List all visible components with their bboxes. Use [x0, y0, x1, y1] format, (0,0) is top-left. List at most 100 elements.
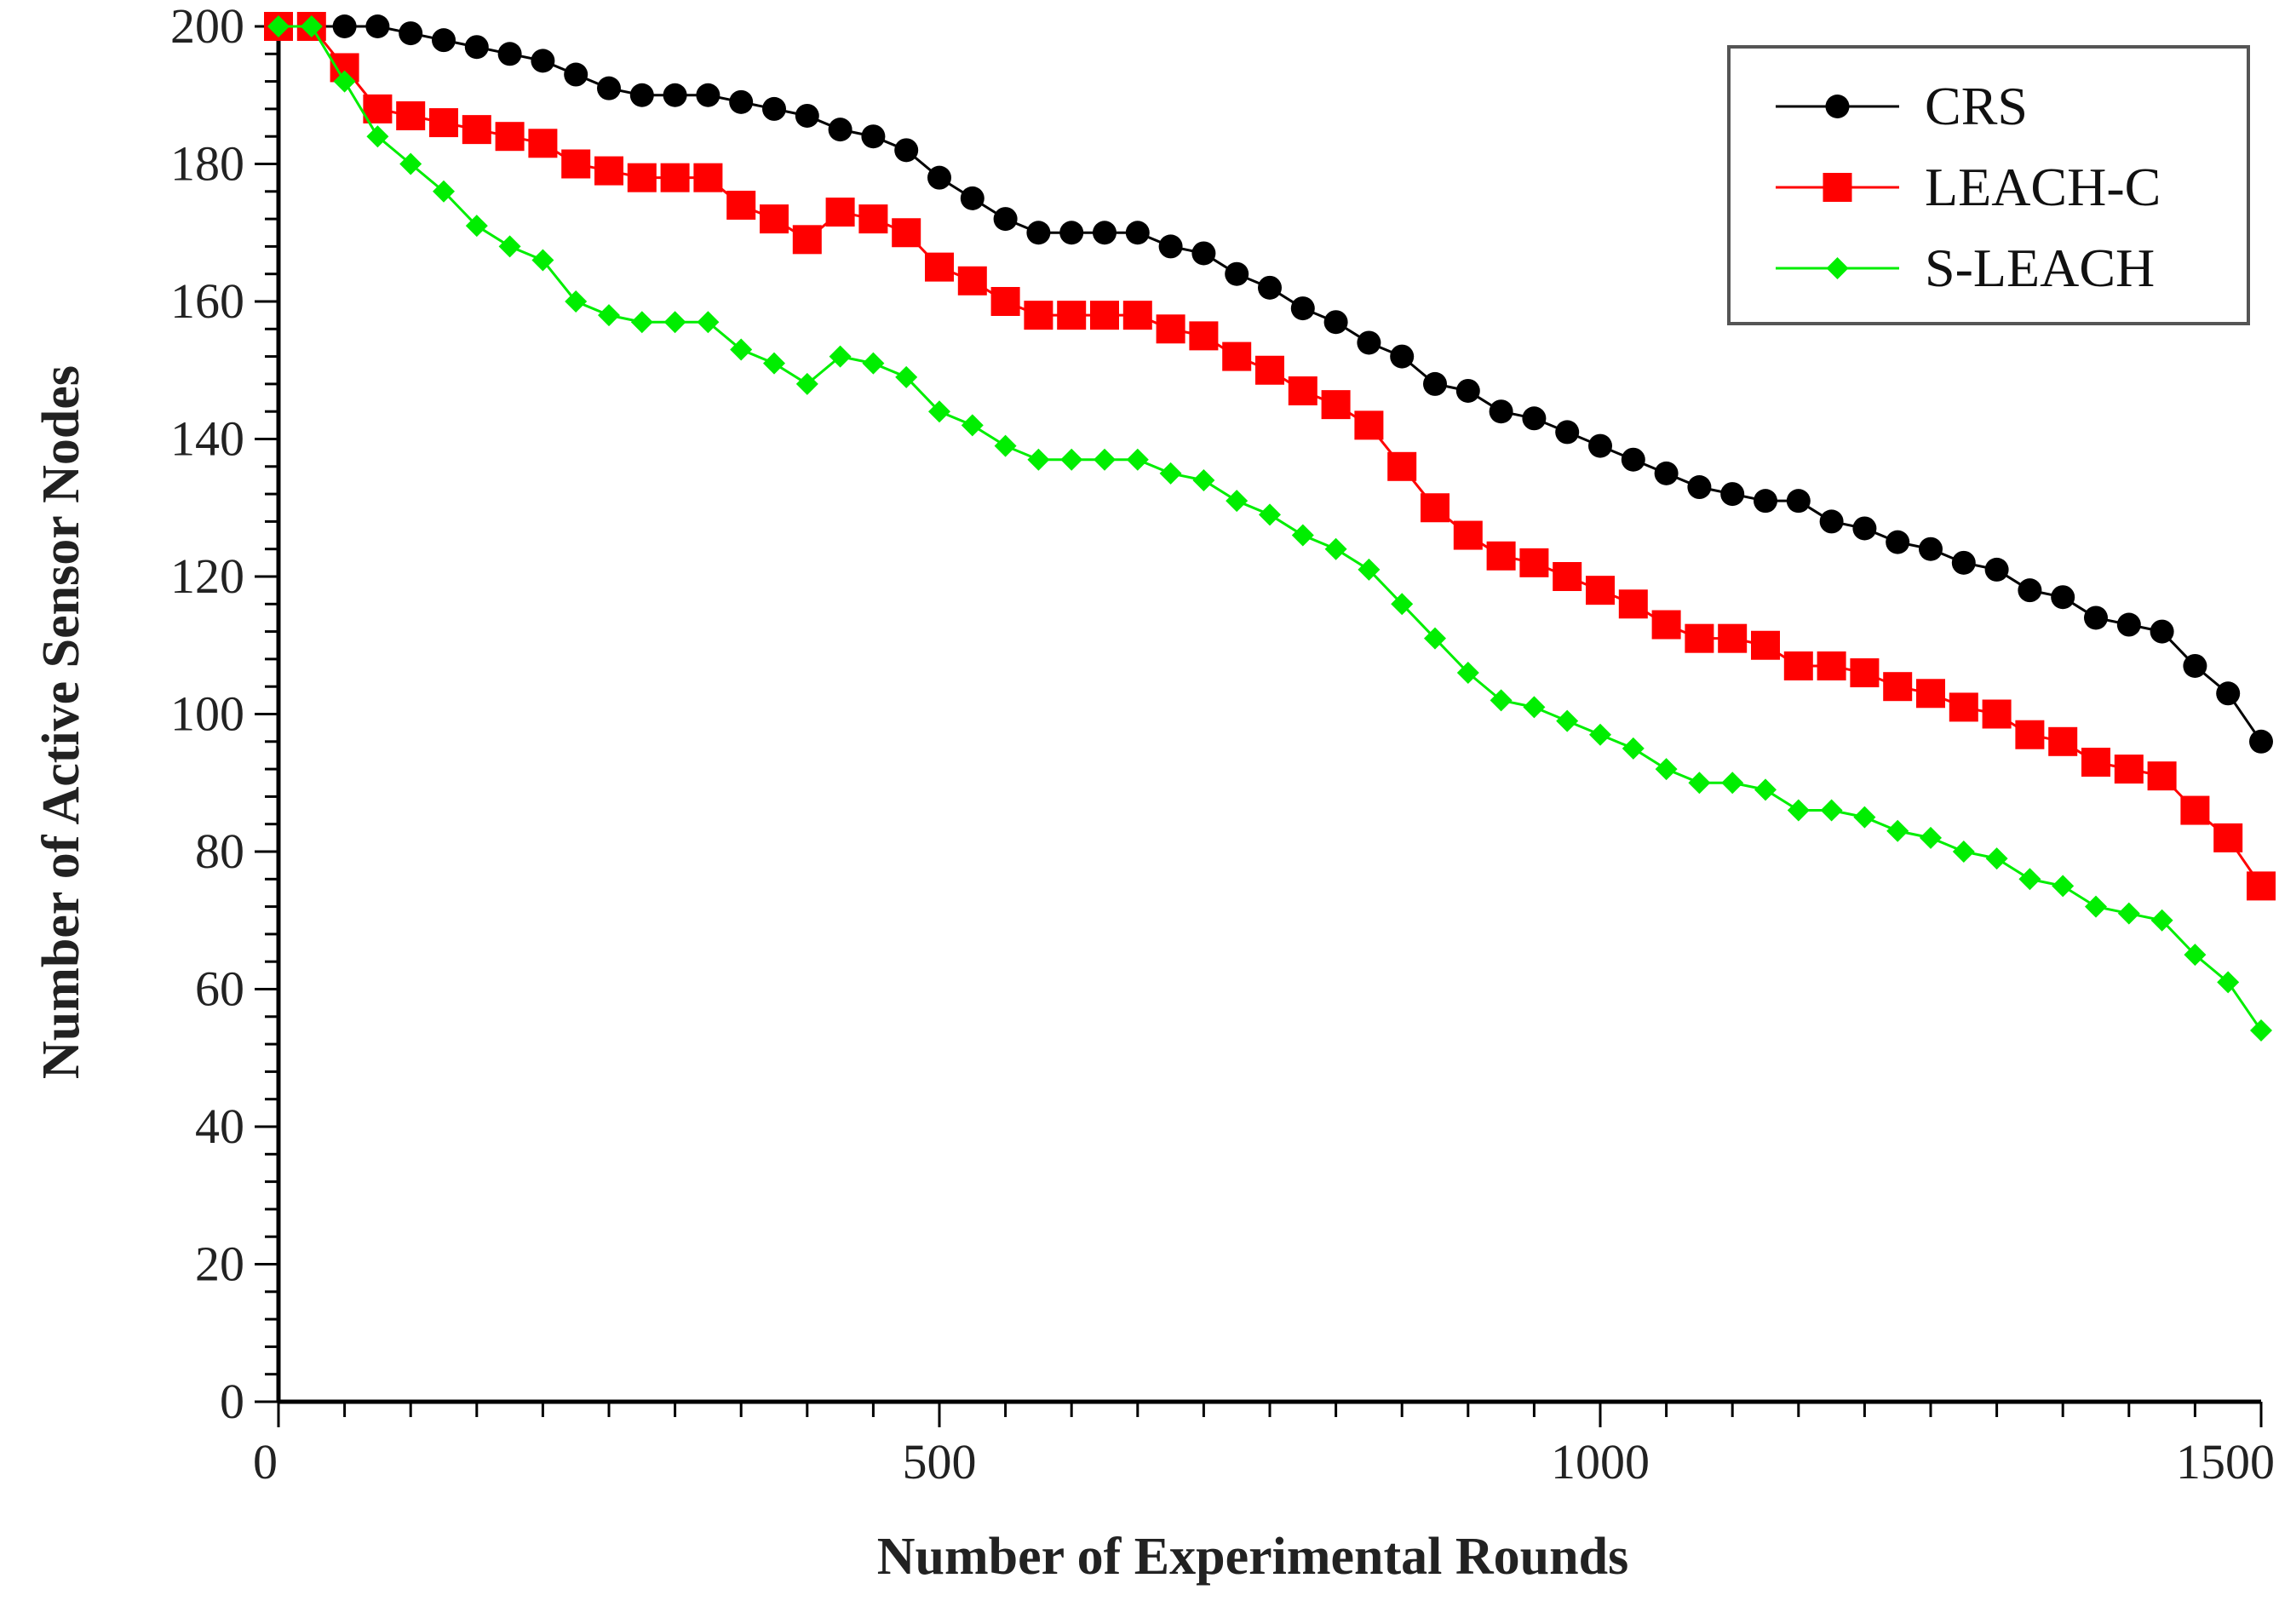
data-point-s-leach: [267, 15, 290, 37]
data-point-crs: [1258, 275, 1282, 300]
data-point-s-leach: [1556, 709, 1579, 732]
data-point-crs: [663, 83, 687, 107]
data-point-leach-c: [1651, 610, 1681, 640]
y-tick-label: 80: [195, 823, 244, 879]
data-point-s-leach: [1456, 662, 1479, 685]
data-point-crs: [2249, 729, 2273, 754]
data-point-leach-c: [1122, 301, 1152, 330]
data-point-crs: [2051, 585, 2075, 610]
data-point-leach-c: [1718, 623, 1748, 653]
data-point-crs: [1125, 221, 1150, 245]
data-point-s-leach: [1291, 524, 1314, 547]
data-point-s-leach: [1324, 537, 1347, 560]
data-point-crs: [993, 207, 1018, 232]
data-point-s-leach: [2052, 875, 2075, 898]
data-point-leach-c: [2180, 795, 2210, 825]
data-point-crs: [1059, 221, 1084, 245]
data-point-crs: [1687, 475, 1712, 500]
data-point-leach-c: [495, 122, 525, 152]
data-point-leach-c: [561, 149, 591, 179]
data-point-crs: [696, 83, 720, 107]
data-point-crs: [729, 89, 754, 114]
data-point-s-leach: [994, 434, 1017, 457]
data-point-crs: [464, 35, 489, 60]
data-point-s-leach: [300, 15, 323, 37]
data-point-s-leach: [498, 235, 521, 258]
series-s-leach: [267, 15, 2272, 1042]
data-point-crs: [1455, 378, 1480, 403]
data-point-leach-c: [1222, 341, 1252, 371]
data-point-crs: [597, 76, 621, 100]
data-point-s-leach: [928, 400, 950, 423]
data-point-s-leach: [795, 372, 818, 395]
data-point-crs: [2183, 653, 2207, 678]
x-tick-label: 1000: [1551, 1434, 1650, 1489]
data-point-s-leach: [333, 70, 356, 93]
legend-label-leach-c: LEACH-C: [1925, 157, 2161, 217]
data-point-leach-c: [693, 163, 723, 192]
data-point-leach-c: [2247, 871, 2276, 901]
data-point-leach-c: [1949, 692, 1978, 722]
data-point-s-leach: [2117, 902, 2140, 925]
series-crs: [267, 14, 2273, 754]
data-point-crs: [2084, 605, 2108, 630]
y-tick-label: 180: [170, 136, 244, 192]
data-point-s-leach: [1985, 847, 2008, 870]
data-point-crs: [1852, 516, 1877, 541]
data-point-leach-c: [858, 204, 888, 234]
data-point-s-leach: [1159, 462, 1182, 485]
data-point-leach-c: [957, 266, 987, 296]
y-tick-label: 0: [220, 1374, 244, 1429]
data-point-s-leach: [961, 414, 984, 437]
data-point-crs: [531, 49, 555, 73]
data-point-crs: [1225, 261, 1249, 286]
data-point-leach-c: [1685, 623, 1714, 653]
y-tick-label: 120: [170, 548, 244, 604]
data-point-s-leach: [1391, 593, 1414, 616]
data-point-crs: [1720, 482, 1745, 507]
data-point-leach-c: [627, 163, 657, 192]
data-point-crs: [894, 138, 919, 163]
data-point-s-leach: [1886, 819, 1909, 842]
data-point-leach-c: [1553, 562, 1582, 591]
data-point-leach-c: [1189, 321, 1219, 351]
data-point-s-leach: [1787, 799, 1810, 822]
data-point-leach-c: [1618, 589, 1648, 619]
x-tick-label: 500: [903, 1434, 977, 1489]
data-point-crs: [1786, 489, 1811, 514]
data-point-crs: [332, 14, 357, 38]
y-tick-label: 40: [195, 1099, 244, 1154]
data-point-leach-c: [396, 100, 426, 130]
data-point-crs: [2150, 619, 2174, 644]
data-point-leach-c: [1817, 651, 1846, 680]
data-point-s-leach: [663, 311, 686, 334]
data-point-s-leach: [895, 365, 918, 388]
y-tick-label: 20: [195, 1237, 244, 1292]
data-point-s-leach: [763, 352, 785, 375]
data-point-s-leach: [697, 311, 720, 334]
data-point-s-leach: [829, 345, 852, 368]
data-point-crs: [1158, 234, 1183, 259]
data-point-s-leach: [1060, 448, 1083, 471]
data-point-s-leach: [1754, 778, 1777, 801]
data-point-leach-c: [792, 225, 822, 255]
data-point-crs: [1588, 433, 1612, 458]
data-point-s-leach: [630, 311, 653, 334]
data-point-leach-c: [1916, 679, 1945, 709]
data-point-s-leach: [730, 338, 753, 361]
legend-marker-leach-c: [1823, 173, 1852, 202]
data-point-leach-c: [2213, 823, 2243, 852]
data-point-crs: [2018, 578, 2042, 603]
data-point-leach-c: [726, 190, 756, 220]
data-point-s-leach: [1952, 841, 1975, 863]
data-point-leach-c: [1024, 301, 1053, 330]
data-point-s-leach: [862, 352, 885, 375]
data-point-leach-c: [1057, 301, 1087, 330]
data-point-crs: [1919, 537, 1943, 561]
data-point-s-leach: [2250, 1019, 2272, 1042]
x-tick-label: 0: [253, 1434, 278, 1489]
data-point-leach-c: [1586, 576, 1615, 605]
data-point-crs: [1951, 550, 1976, 575]
data-point-leach-c: [892, 218, 921, 248]
